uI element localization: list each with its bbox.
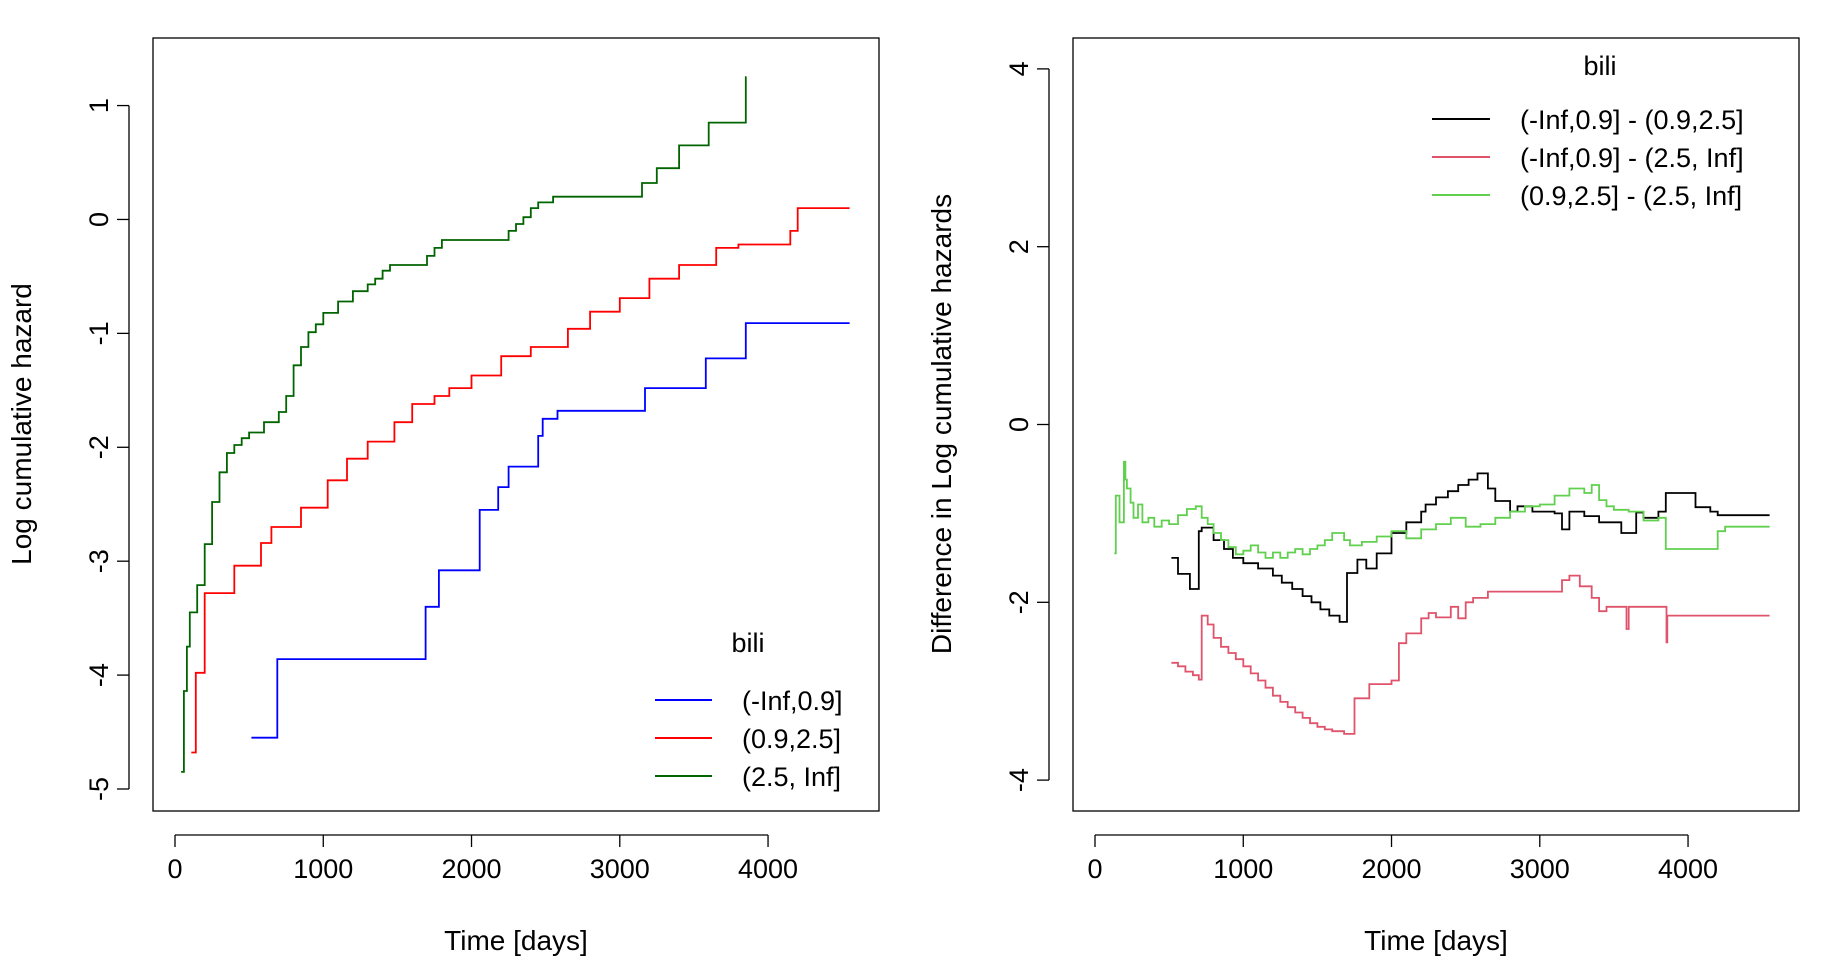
left-series-group xyxy=(181,76,850,773)
y-tick-label: -4 xyxy=(1004,768,1034,792)
right-legend-label-0: (-Inf,0.9] - (0.9,2.5] xyxy=(1520,105,1744,135)
left-x-axis-label: Time [days] xyxy=(444,925,588,956)
right-y-axis: -4 -2 0 2 4 xyxy=(1004,61,1050,792)
y-tick-label: -4 xyxy=(84,663,114,687)
x-tick-label: 4000 xyxy=(1658,854,1718,884)
y-tick-label: 0 xyxy=(1004,417,1034,432)
y-tick-label: 2 xyxy=(1004,239,1034,254)
series-line-0 xyxy=(1171,472,1770,623)
right-chart-panel: 0 1000 2000 3000 4000 -4 -2 0 2 4 Time [days] Di… xyxy=(926,37,1800,956)
left-y-axis: -5 -4 -3 -2 -1 0 1 xyxy=(84,98,130,801)
left-chart-panel: 0 1000 2000 3000 4000 -5 -4 -3 -2 -1 0 1 Time [day… xyxy=(6,37,880,956)
right-legend: bili (-Inf,0.9] - (0.9,2.5] (-Inf,0.9] -… xyxy=(1432,51,1744,211)
y-tick-label: -3 xyxy=(84,549,114,573)
right-x-axis: 0 1000 2000 3000 4000 xyxy=(1087,834,1718,884)
x-tick-label: 3000 xyxy=(1510,854,1570,884)
x-tick-label: 1000 xyxy=(1213,854,1273,884)
left-y-axis-label: Log cumulative hazard xyxy=(6,283,37,565)
left-x-axis: 0 1000 2000 3000 4000 xyxy=(167,834,798,884)
x-tick-label: 2000 xyxy=(441,854,501,884)
left-legend: bili (-Inf,0.9] (0.9,2.5] (2.5, Inf] xyxy=(655,628,843,792)
series-line-2 xyxy=(1114,460,1770,559)
y-tick-label: -1 xyxy=(84,321,114,345)
y-tick-label: -2 xyxy=(84,435,114,459)
x-tick-label: 0 xyxy=(1087,854,1102,884)
right-y-axis-label: Difference in Log cumulative hazards xyxy=(926,194,957,654)
series-line-2 xyxy=(181,76,747,773)
left-plot-frame xyxy=(152,37,880,812)
left-legend-label-0: (-Inf,0.9] xyxy=(742,686,843,716)
x-tick-label: 4000 xyxy=(738,854,798,884)
left-legend-label-1: (0.9,2.5] xyxy=(742,724,841,754)
series-line-1 xyxy=(191,207,850,754)
right-x-axis-label: Time [days] xyxy=(1364,925,1508,956)
y-tick-label: 1 xyxy=(84,98,114,113)
right-plot-frame xyxy=(1072,37,1800,812)
right-legend-label-1: (-Inf,0.9] - (2.5, Inf] xyxy=(1520,143,1744,173)
x-tick-label: 0 xyxy=(167,854,182,884)
x-tick-label: 2000 xyxy=(1361,854,1421,884)
right-legend-title: bili xyxy=(1583,51,1616,81)
series-line-0 xyxy=(251,322,850,739)
x-tick-label: 1000 xyxy=(293,854,353,884)
y-tick-label: -5 xyxy=(84,777,114,801)
right-legend-label-2: (0.9,2.5] - (2.5, Inf] xyxy=(1520,181,1742,211)
y-tick-label: 4 xyxy=(1004,61,1034,76)
left-legend-label-2: (2.5, Inf] xyxy=(742,762,841,792)
left-legend-title: bili xyxy=(731,628,764,658)
right-series-group xyxy=(1114,460,1770,735)
x-tick-label: 3000 xyxy=(590,854,650,884)
y-tick-label: 0 xyxy=(84,212,114,227)
series-line-1 xyxy=(1171,574,1770,735)
y-tick-label: -2 xyxy=(1004,590,1034,614)
